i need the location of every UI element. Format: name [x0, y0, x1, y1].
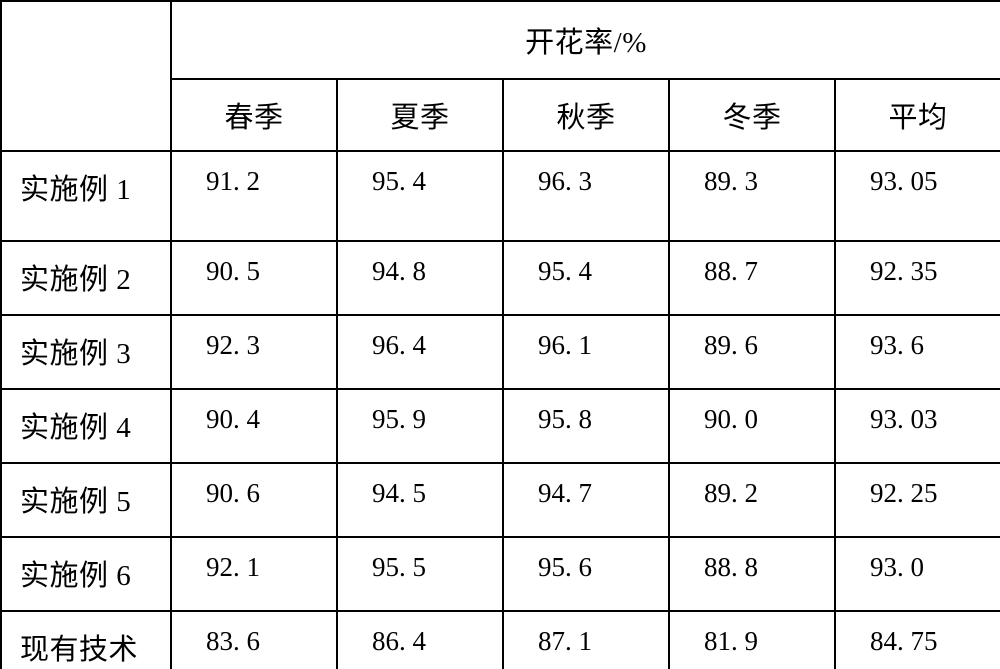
cell: 95. 4 [503, 241, 669, 315]
cell: 95. 5 [337, 537, 503, 611]
cell: 94. 5 [337, 463, 503, 537]
cell: 89. 3 [669, 151, 835, 241]
cell: 91. 2 [171, 151, 337, 241]
cell: 95. 8 [503, 389, 669, 463]
cell: 93. 03 [835, 389, 1000, 463]
cell: 95. 4 [337, 151, 503, 241]
cell: 90. 0 [669, 389, 835, 463]
cell: 95. 9 [337, 389, 503, 463]
table-spanner-header: 开花率/% [171, 1, 1000, 79]
blank-corner-cell [1, 1, 171, 151]
cell: 93. 0 [835, 537, 1000, 611]
cell: 94. 8 [337, 241, 503, 315]
cell: 84. 75 [835, 611, 1000, 669]
table-head: 开花率/% 春季 夏季 秋季 冬季 平均 [1, 1, 1000, 151]
row-header: 实施例 3 [1, 315, 171, 389]
cell: 92. 35 [835, 241, 1000, 315]
cell: 83. 6 [171, 611, 337, 669]
table-row: 实施例 3 92. 3 96. 4 96. 1 89. 6 93. 6 [1, 315, 1000, 389]
cell: 87. 1 [503, 611, 669, 669]
row-header: 实施例 2 [1, 241, 171, 315]
cell: 90. 6 [171, 463, 337, 537]
cell: 96. 4 [337, 315, 503, 389]
col-header-summer: 夏季 [337, 79, 503, 151]
cell: 93. 6 [835, 315, 1000, 389]
cell: 92. 3 [171, 315, 337, 389]
cell: 90. 4 [171, 389, 337, 463]
table-row: 实施例 5 90. 6 94. 5 94. 7 89. 2 92. 25 [1, 463, 1000, 537]
cell: 90. 5 [171, 241, 337, 315]
cell: 88. 7 [669, 241, 835, 315]
flowering-rate-table: 开花率/% 春季 夏季 秋季 冬季 平均 实施例 1 91. 2 95. 4 9… [0, 0, 1000, 669]
cell: 96. 1 [503, 315, 669, 389]
col-header-average: 平均 [835, 79, 1000, 151]
table-row: 实施例 4 90. 4 95. 9 95. 8 90. 0 93. 03 [1, 389, 1000, 463]
cell: 94. 7 [503, 463, 669, 537]
col-header-spring: 春季 [171, 79, 337, 151]
table-body: 实施例 1 91. 2 95. 4 96. 3 89. 3 93. 05 实施例… [1, 151, 1000, 669]
cell: 96. 3 [503, 151, 669, 241]
row-header: 实施例 5 [1, 463, 171, 537]
row-header: 实施例 6 [1, 537, 171, 611]
table-row: 实施例 2 90. 5 94. 8 95. 4 88. 7 92. 35 [1, 241, 1000, 315]
row-header: 实施例 4 [1, 389, 171, 463]
row-header: 实施例 1 [1, 151, 171, 241]
cell: 86. 4 [337, 611, 503, 669]
col-header-autumn: 秋季 [503, 79, 669, 151]
cell: 93. 05 [835, 151, 1000, 241]
cell: 95. 6 [503, 537, 669, 611]
page: 开花率/% 春季 夏季 秋季 冬季 平均 实施例 1 91. 2 95. 4 9… [0, 0, 1000, 669]
cell: 92. 25 [835, 463, 1000, 537]
table-row: 实施例 6 92. 1 95. 5 95. 6 88. 8 93. 0 [1, 537, 1000, 611]
cell: 89. 6 [669, 315, 835, 389]
col-header-winter: 冬季 [669, 79, 835, 151]
table-row: 实施例 1 91. 2 95. 4 96. 3 89. 3 93. 05 [1, 151, 1000, 241]
cell: 89. 2 [669, 463, 835, 537]
cell: 88. 8 [669, 537, 835, 611]
cell: 81. 9 [669, 611, 835, 669]
row-header: 现有技术 [1, 611, 171, 669]
table-row: 现有技术 83. 6 86. 4 87. 1 81. 9 84. 75 [1, 611, 1000, 669]
cell: 92. 1 [171, 537, 337, 611]
